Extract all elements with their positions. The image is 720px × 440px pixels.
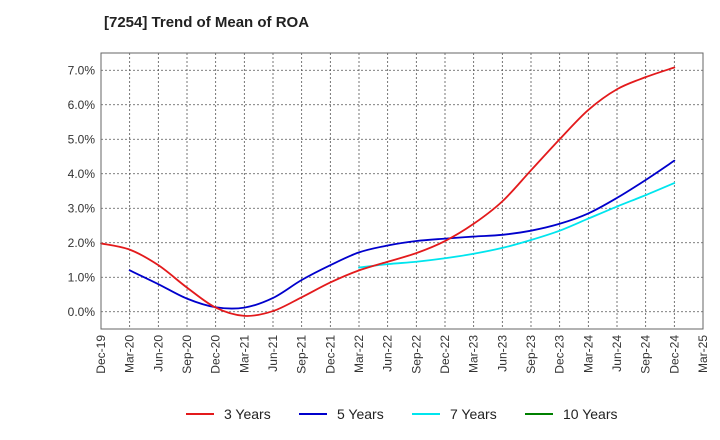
x-tick-label: Mar-23: [467, 335, 481, 373]
x-tick-label: Sep-21: [295, 335, 309, 374]
legend: 3 Years 5 Years 7 Years 10 Years: [186, 406, 618, 422]
x-tick-label: Jun-21: [266, 335, 280, 372]
x-tick-label: Mar-25: [696, 335, 710, 373]
x-tick-label: Mar-21: [237, 335, 251, 373]
series-layer: [100, 66, 676, 317]
series-line-5-years: [128, 159, 676, 310]
x-tick-label: Sep-24: [639, 335, 653, 374]
plot-frame: [100, 52, 704, 330]
x-tick-label: Sep-22: [409, 335, 423, 374]
x-tick-label: Dec-22: [438, 335, 452, 374]
x-tick-label: Dec-24: [667, 335, 681, 374]
x-tick-label: Mar-20: [123, 335, 137, 373]
y-tick-label: 2.0%: [68, 236, 96, 250]
y-tick-label: 6.0%: [68, 98, 96, 112]
x-tick-label: Dec-23: [553, 335, 567, 374]
y-tick-label: 7.0%: [68, 63, 96, 77]
legend-label-3-years: 3 Years: [224, 406, 271, 422]
x-tick-label: Dec-19: [94, 335, 108, 374]
legend-label-10-years: 10 Years: [563, 406, 618, 422]
y-tick-label: 3.0%: [68, 201, 96, 215]
x-tick-label: Jun-23: [495, 335, 509, 372]
x-tick-label: Dec-21: [323, 335, 337, 374]
y-tick-label: 0.0%: [68, 305, 96, 319]
legend-label-5-years: 5 Years: [337, 406, 384, 422]
axis-layer: Dec-19 Mar-20 Jun-20 Sep-20 Dec-20 Mar-21 Jun-…: [68, 63, 710, 373]
chart-title: [7254] Trend of Mean of ROA: [104, 14, 310, 31]
series-line-7-years: [358, 182, 676, 269]
legend-label-7-years: 7 Years: [450, 406, 497, 422]
y-tick-label: 5.0%: [68, 132, 96, 146]
x-tick-label: Jun-24: [610, 335, 624, 372]
y-tick-label: 4.0%: [68, 167, 96, 181]
plot-background: [101, 53, 703, 329]
x-tick-label: Sep-20: [180, 335, 194, 374]
x-tick-label: Jun-20: [151, 335, 165, 372]
y-tick-label: 1.0%: [68, 270, 96, 284]
x-tick-label: Jun-22: [381, 335, 395, 372]
x-tick-label: Mar-24: [581, 335, 595, 373]
x-tick-label: Sep-23: [524, 335, 538, 374]
series-line-3-years: [100, 66, 676, 317]
x-tick-label: Dec-20: [209, 335, 223, 374]
grid-layer: [101, 53, 703, 329]
x-tick-label: Mar-22: [352, 335, 366, 373]
